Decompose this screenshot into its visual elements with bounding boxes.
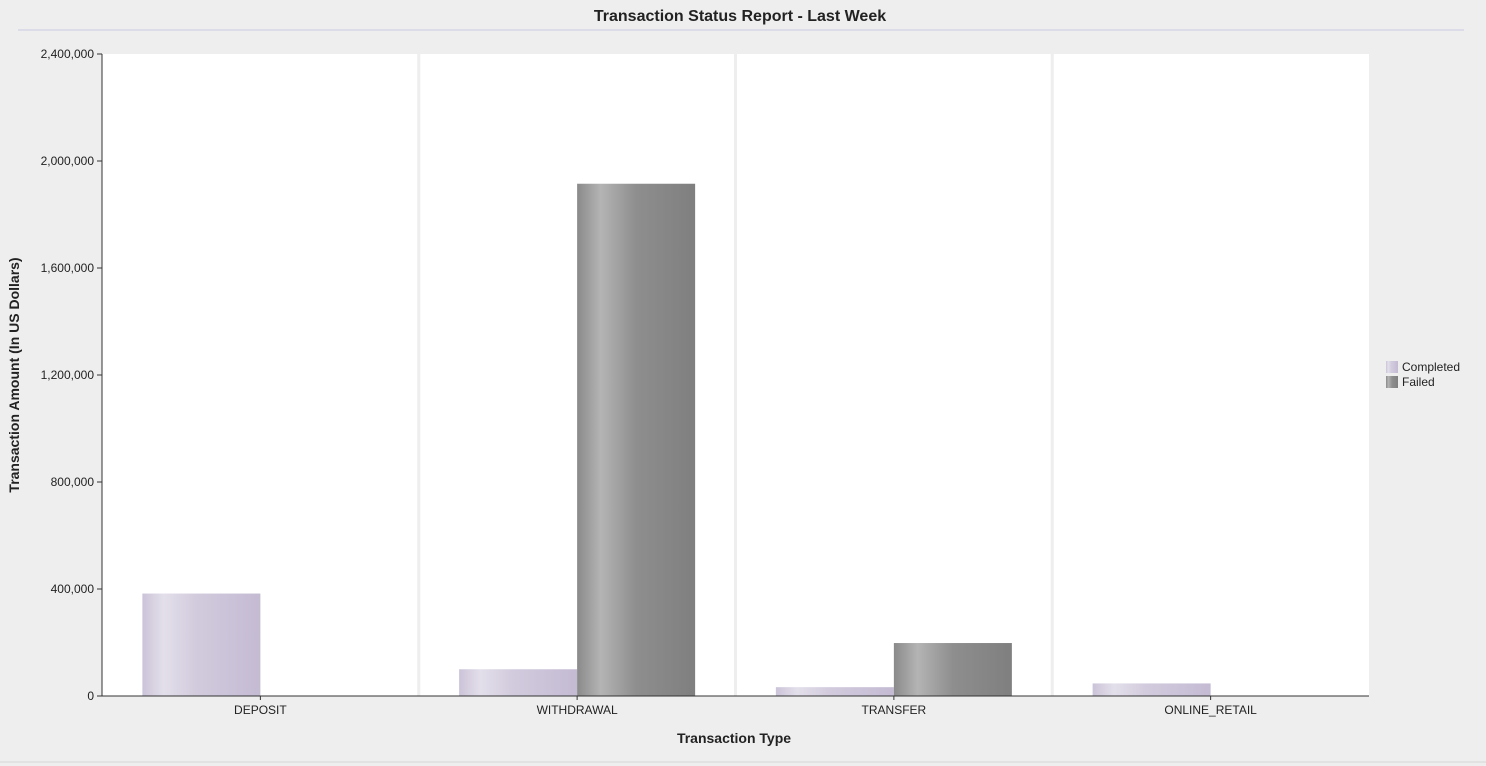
x-tick-label: TRANSFER bbox=[862, 703, 927, 717]
x-tick-label: DEPOSIT bbox=[234, 703, 287, 717]
legend-label-failed: Failed bbox=[1402, 375, 1435, 389]
y-tick-label: 2,400,000 bbox=[41, 47, 95, 61]
y-axis-ticks: 0 400,000 800,000 1,200,000 1,600,000 2,000,0… bbox=[41, 47, 102, 703]
legend-swatch-failed bbox=[1386, 376, 1398, 388]
y-tick-label: 800,000 bbox=[51, 475, 95, 489]
legend: Completed Failed bbox=[1386, 360, 1460, 389]
x-tick-label: ONLINE_RETAIL bbox=[1164, 703, 1257, 717]
y-tick-label: 1,600,000 bbox=[41, 261, 95, 275]
bars bbox=[142, 183, 1211, 697]
y-tick-label: 0 bbox=[87, 689, 94, 703]
bar-completed-online_retail[interactable] bbox=[1092, 683, 1211, 696]
x-tick-label: WITHDRAWAL bbox=[537, 703, 618, 717]
y-tick-label: 2,000,000 bbox=[41, 154, 95, 168]
bar-failed-withdrawal[interactable] bbox=[577, 183, 696, 697]
bar-completed-withdrawal[interactable] bbox=[459, 669, 578, 696]
y-tick-label: 400,000 bbox=[51, 582, 95, 596]
y-axis-title: Transaction Amount (In US Dollars) bbox=[6, 257, 22, 492]
legend-label-completed: Completed bbox=[1402, 360, 1460, 374]
bar-failed-transfer[interactable] bbox=[893, 643, 1012, 696]
x-axis-ticks: DEPOSIT WITHDRAWAL TRANSFER ONLINE_RETAIL bbox=[234, 696, 1257, 717]
chart-title: Transaction Status Report - Last Week bbox=[594, 8, 886, 25]
x-axis-title: Transaction Type bbox=[677, 730, 791, 746]
bar-completed-deposit[interactable] bbox=[142, 593, 261, 696]
category-separators bbox=[417, 54, 1054, 696]
bar-completed-transfer[interactable] bbox=[775, 687, 894, 696]
legend-swatch-completed bbox=[1386, 361, 1398, 373]
y-tick-label: 1,200,000 bbox=[41, 368, 95, 382]
